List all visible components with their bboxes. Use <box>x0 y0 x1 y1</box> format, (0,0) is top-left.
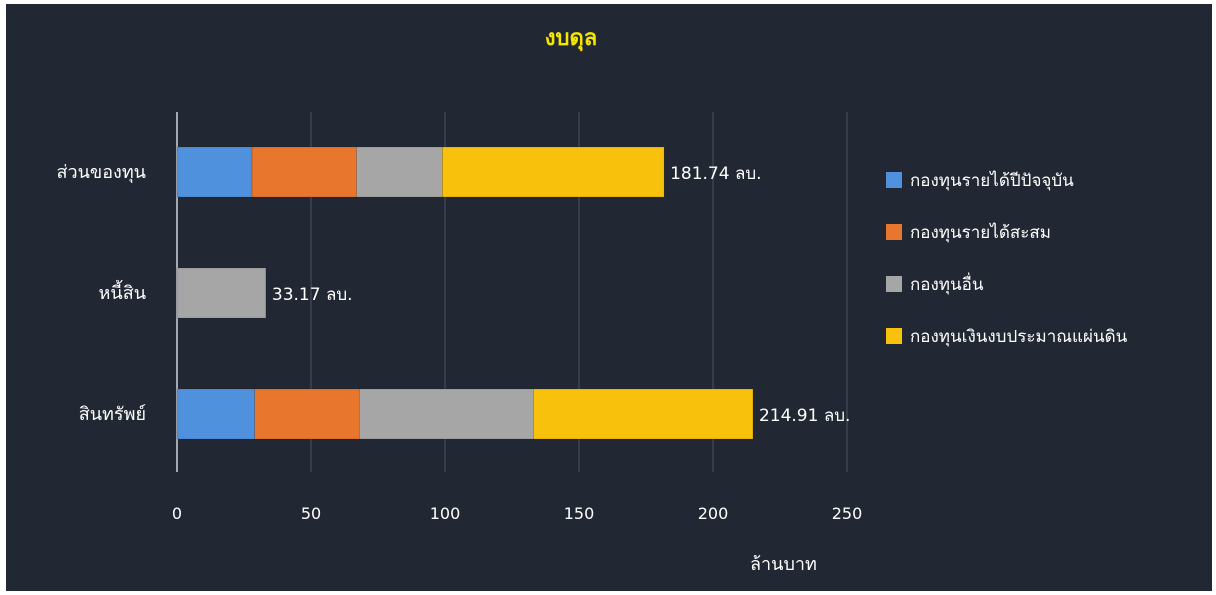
chart-title: งบดุล <box>544 26 598 51</box>
data-label: 33.17 ลบ. <box>272 285 353 305</box>
y-category-label: หนี้สิน <box>99 280 146 304</box>
legend-swatch <box>886 276 902 292</box>
legend-label: กองทุนอื่น <box>910 274 984 295</box>
bar-chart: 0 50 100 150 200 250 ส่วนของทุนหนี้สินสินทรัพย… <box>57 112 863 523</box>
x-tick-label: 150 <box>564 504 595 523</box>
y-category-label: สินทรัพย์ <box>79 404 146 425</box>
bar-segment <box>254 388 360 440</box>
x-tick-label: 200 <box>698 504 729 523</box>
x-tick-label: 0 <box>172 504 182 523</box>
bar-segment <box>176 146 253 198</box>
legend-label: กองทุนเงินงบประมาณแผ่นดิน <box>910 326 1128 347</box>
bar-segment <box>533 388 754 440</box>
chart-panel: งบดุล 0 50 100 150 200 250 ส่วนของทุนหนี้สินสิ… <box>6 4 1212 591</box>
bars <box>176 146 754 440</box>
data-label: 181.74 ลบ. <box>670 164 762 184</box>
x-tick-label: 100 <box>430 504 461 523</box>
legend-item[interactable]: กองทุนรายได้ปีปัจจุบัน <box>886 154 1206 206</box>
legend-item[interactable]: กองทุนรายได้สะสม <box>886 206 1206 258</box>
bar-segment <box>176 267 267 319</box>
legend-item[interactable]: กองทุนเงินงบประมาณแผ่นดิน <box>886 310 1206 362</box>
x-tick-label: 250 <box>832 504 863 523</box>
legend-item[interactable]: กองทุนอื่น <box>886 258 1206 310</box>
bar-segment <box>356 146 443 198</box>
y-category-label: ส่วนของทุน <box>57 162 146 183</box>
data-label: 214.91 ลบ. <box>759 406 851 426</box>
legend-label: กองทุนรายได้สะสม <box>910 222 1051 243</box>
x-tick-label: 50 <box>301 504 321 523</box>
bar-segment <box>251 146 357 198</box>
legend-label: กองทุนรายได้ปีปัจจุบัน <box>910 170 1074 191</box>
bar-segment <box>358 388 534 440</box>
bar-segment <box>176 388 255 440</box>
legend-swatch <box>886 224 902 240</box>
x-axis-title: ล้านบาท <box>750 554 817 575</box>
legend: กองทุนรายได้ปีปัจจุบัน กองทุนรายได้สะสม … <box>886 154 1206 362</box>
labels: 0 50 100 150 200 250 ส่วนของทุนหนี้สินสินทรัพย… <box>57 162 863 523</box>
legend-swatch <box>886 328 902 344</box>
bar-segment <box>442 146 665 198</box>
legend-swatch <box>886 172 902 188</box>
